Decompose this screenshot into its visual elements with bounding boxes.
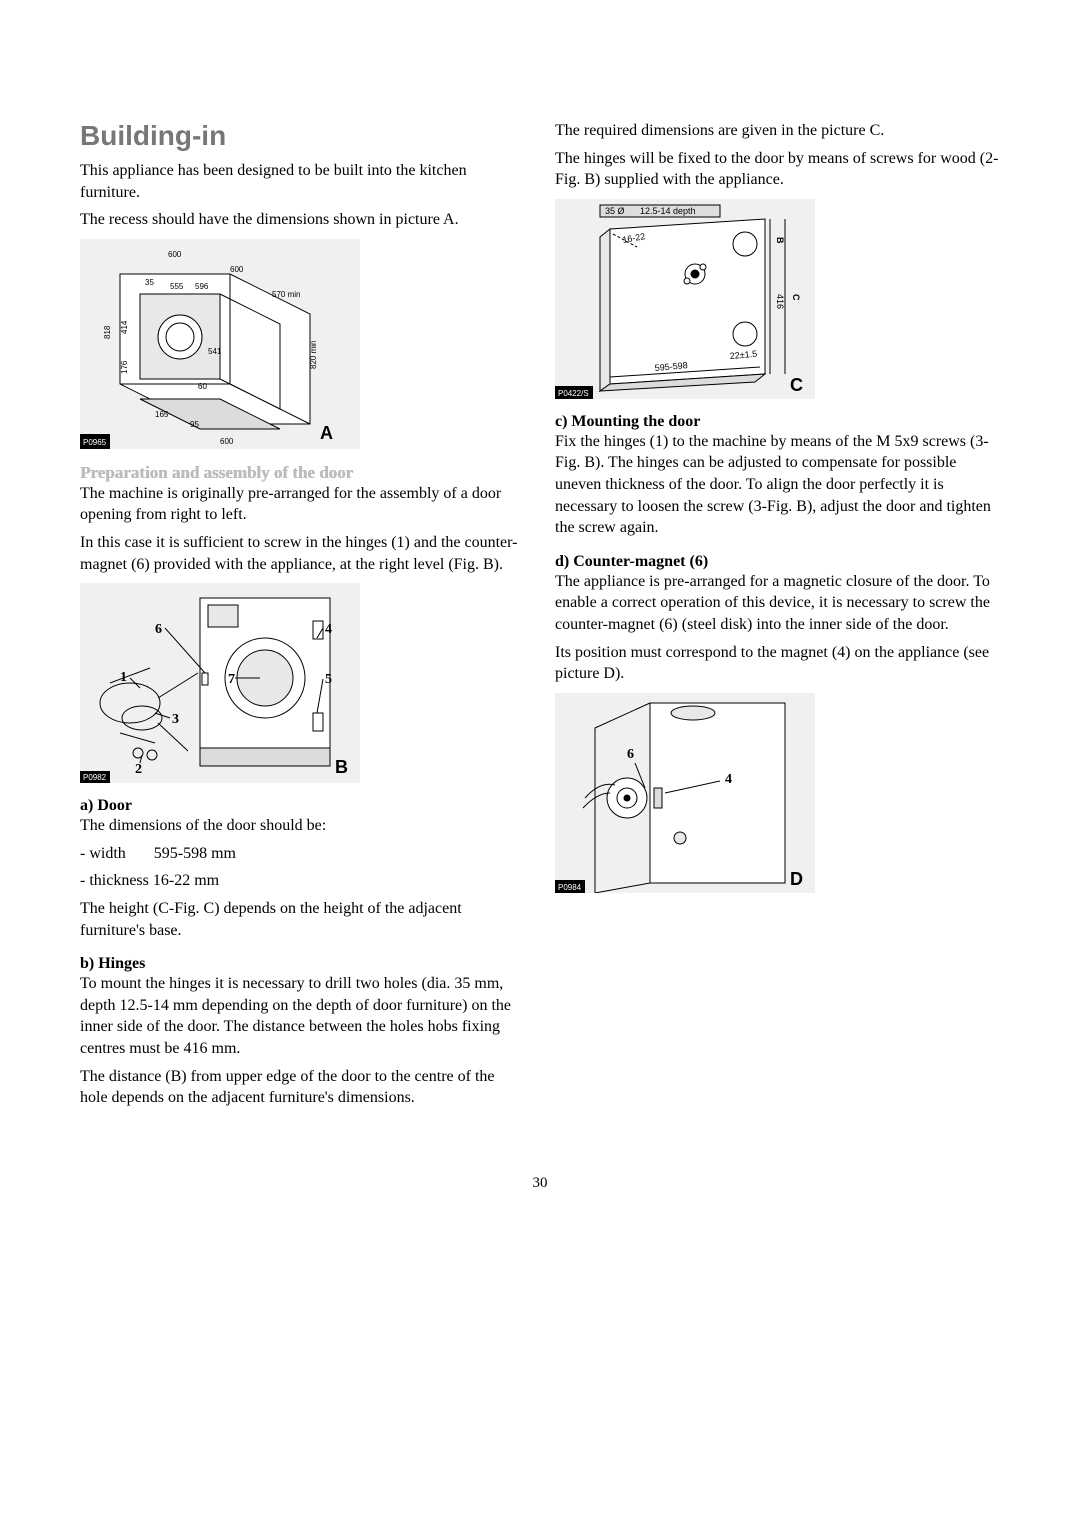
svg-text:60: 60 bbox=[198, 382, 207, 391]
d-text-1: The appliance is pre-arranged for a magn… bbox=[555, 571, 1000, 636]
top-text-1: The required dimensions are given in the… bbox=[555, 120, 1000, 142]
svg-text:1: 1 bbox=[120, 670, 127, 685]
svg-text:555: 555 bbox=[170, 282, 184, 291]
svg-text:600: 600 bbox=[220, 437, 234, 446]
svg-text:B: B bbox=[775, 237, 785, 244]
svg-text:35 Ø: 35 Ø bbox=[605, 206, 625, 216]
figure-a: 600 600 596 555 570 min 820 min 818 414 … bbox=[80, 239, 360, 449]
svg-text:C: C bbox=[791, 294, 801, 301]
svg-text:414: 414 bbox=[120, 320, 129, 334]
svg-text:600: 600 bbox=[230, 265, 244, 274]
svg-text:6: 6 bbox=[627, 747, 634, 762]
svg-text:4: 4 bbox=[725, 772, 732, 787]
right-column: The required dimensions are given in the… bbox=[555, 120, 1000, 1115]
svg-text:P0422/S: P0422/S bbox=[558, 389, 589, 398]
svg-text:541: 541 bbox=[208, 347, 222, 356]
svg-text:3: 3 bbox=[172, 712, 179, 727]
svg-text:165: 165 bbox=[155, 410, 169, 419]
a-text-4: The height (C-Fig. C) depends on the hei… bbox=[80, 898, 525, 941]
svg-text:818: 818 bbox=[103, 325, 112, 339]
figure-c: 35 Ø 12.5-14 depth 16-22 595-598 22±1.5 … bbox=[555, 199, 815, 399]
label-a-door: a) Door bbox=[80, 797, 525, 815]
svg-text:D: D bbox=[790, 869, 803, 889]
prep-text-2: In this case it is sufficient to screw i… bbox=[80, 532, 525, 575]
a-text-1: The dimensions of the door should be: bbox=[80, 815, 525, 837]
top-text-2: The hinges will be fixed to the door by … bbox=[555, 148, 1000, 191]
svg-text:P0984: P0984 bbox=[558, 883, 582, 892]
figure-b: 6 4 1 7 5 3 2 P0982 B bbox=[80, 583, 360, 783]
intro-text-1: This appliance has been designed to be b… bbox=[80, 160, 525, 203]
svg-text:A: A bbox=[320, 423, 333, 443]
svg-text:B: B bbox=[335, 757, 348, 777]
svg-text:5: 5 bbox=[325, 672, 332, 687]
svg-text:35: 35 bbox=[145, 278, 154, 287]
svg-text:820 min: 820 min bbox=[309, 340, 318, 368]
svg-text:C: C bbox=[790, 375, 803, 395]
svg-text:7: 7 bbox=[228, 672, 235, 687]
svg-text:596: 596 bbox=[195, 282, 209, 291]
svg-text:416: 416 bbox=[775, 294, 785, 309]
svg-text:4: 4 bbox=[325, 622, 332, 637]
c-text-1: Fix the hinges (1) to the machine by mea… bbox=[555, 431, 1000, 539]
heading-preparation: Preparation and assembly of the door bbox=[80, 463, 525, 483]
svg-text:2: 2 bbox=[135, 762, 142, 777]
b-text-2: The distance (B) from upper edge of the … bbox=[80, 1066, 525, 1109]
a-text-3: - thickness 16-22 mm bbox=[80, 870, 525, 892]
label-d-countermagnet: d) Counter-magnet (6) bbox=[555, 553, 1000, 571]
svg-text:12.5-14 depth: 12.5-14 depth bbox=[640, 206, 696, 216]
svg-text:600: 600 bbox=[168, 250, 182, 259]
page-number: 30 bbox=[0, 1155, 1080, 1232]
heading-building-in: Building-in bbox=[80, 120, 525, 152]
svg-text:P0965: P0965 bbox=[83, 438, 107, 447]
label-c-mounting: c) Mounting the door bbox=[555, 413, 1000, 431]
intro-text-2: The recess should have the dimensions sh… bbox=[80, 209, 525, 231]
svg-text:95: 95 bbox=[190, 420, 199, 429]
label-b-hinges: b) Hinges bbox=[80, 955, 525, 973]
d-text-2: Its position must correspond to the magn… bbox=[555, 642, 1000, 685]
a-text-2: - width 595-598 mm bbox=[80, 843, 525, 865]
svg-text:6: 6 bbox=[155, 622, 162, 637]
svg-text:570 min: 570 min bbox=[272, 290, 300, 299]
left-column: Building-in This appliance has been desi… bbox=[80, 120, 525, 1115]
prep-text-1: The machine is originally pre-arranged f… bbox=[80, 483, 525, 526]
figure-d: 6 4 P0984 D bbox=[555, 693, 815, 893]
svg-text:176: 176 bbox=[120, 360, 129, 374]
svg-text:P0982: P0982 bbox=[83, 773, 107, 782]
b-text-1: To mount the hinges it is necessary to d… bbox=[80, 973, 525, 1059]
